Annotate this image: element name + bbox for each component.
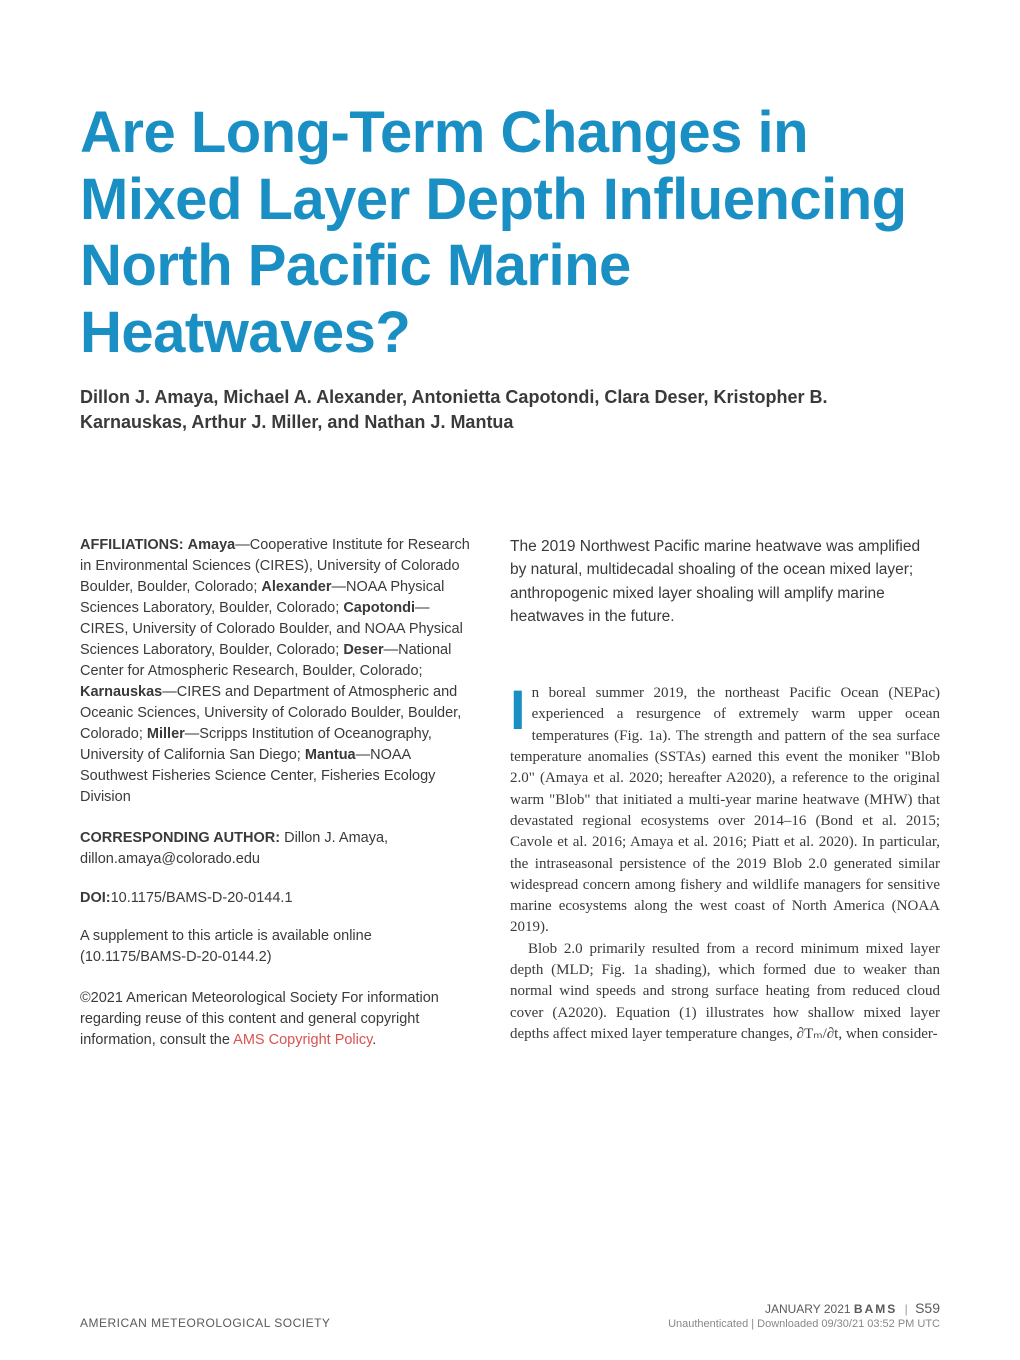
copyright-period: . [372, 1032, 376, 1048]
page-footer: AMERICAN METEOROLOGICAL SOCIETY JANUARY … [80, 1300, 940, 1330]
copyright-policy-link[interactable]: AMS Copyright Policy [233, 1032, 372, 1048]
footer-page-number: S59 [915, 1300, 940, 1316]
para1-text: n boreal summer 2019, the northeast Paci… [510, 685, 940, 935]
left-column: AFFILIATIONS: Amaya—Cooperative Institut… [80, 535, 470, 1051]
content-columns: AFFILIATIONS: Amaya—Cooperative Institut… [80, 535, 940, 1051]
affiliation-name: Mantua [305, 747, 356, 763]
doi-block: DOI:10.1175/BAMS-D-20-0144.1 [80, 890, 470, 906]
footer-date: JANUARY 2021 [765, 1302, 851, 1316]
affiliations-block: AFFILIATIONS: Amaya—Cooperative Institut… [80, 535, 470, 808]
corresponding-name: Dillon J. Amaya, [284, 830, 388, 846]
footer-download-info: Unauthenticated | Downloaded 09/30/21 03… [668, 1318, 940, 1330]
affiliation-name: Deser [343, 642, 383, 658]
copyright-block: ©2021 American Meteorological Society Fo… [80, 988, 470, 1051]
footer-separator: | [905, 1302, 908, 1316]
dropcap-letter: I [510, 683, 532, 734]
footer-right: JANUARY 2021 BAMS | S59 Unauthenticated … [668, 1300, 940, 1330]
body-text: In boreal summer 2019, the northeast Pac… [510, 683, 940, 1045]
affiliations-label: AFFILIATIONS: [80, 537, 184, 553]
right-column: The 2019 Northwest Pacific marine heatwa… [510, 535, 940, 1051]
doi-label: DOI: [80, 890, 111, 906]
footer-journal: BAMS [854, 1302, 897, 1316]
footer-publisher: AMERICAN METEOROLOGICAL SOCIETY [80, 1316, 330, 1330]
corresponding-email: dillon.amaya@colorado.edu [80, 851, 260, 867]
affiliation-name: Miller [147, 726, 185, 742]
affiliation-name: Alexander [261, 579, 331, 595]
corresponding-label: CORRESPONDING AUTHOR: [80, 830, 280, 846]
body-paragraph-1: In boreal summer 2019, the northeast Pac… [510, 683, 940, 939]
body-paragraph-2: Blob 2.0 primarily resulted from a recor… [510, 939, 940, 1045]
article-title: Are Long-Term Changes in Mixed Layer Dep… [80, 100, 940, 367]
affiliations-text: Amaya—Cooperative Institute for Research… [80, 537, 470, 805]
affiliation-name: Karnauskas [80, 684, 162, 700]
authors-list: Dillon J. Amaya, Michael A. Alexander, A… [80, 385, 860, 435]
corresponding-author-block: CORRESPONDING AUTHOR: Dillon J. Amaya, d… [80, 828, 470, 870]
supplement-note: A supplement to this article is availabl… [80, 926, 470, 968]
doi-value: 10.1175/BAMS-D-20-0144.1 [111, 890, 293, 906]
affiliation-name: Amaya [188, 537, 236, 553]
affiliation-name: Capotondi [343, 600, 415, 616]
abstract-text: The 2019 Northwest Pacific marine heatwa… [510, 535, 940, 628]
